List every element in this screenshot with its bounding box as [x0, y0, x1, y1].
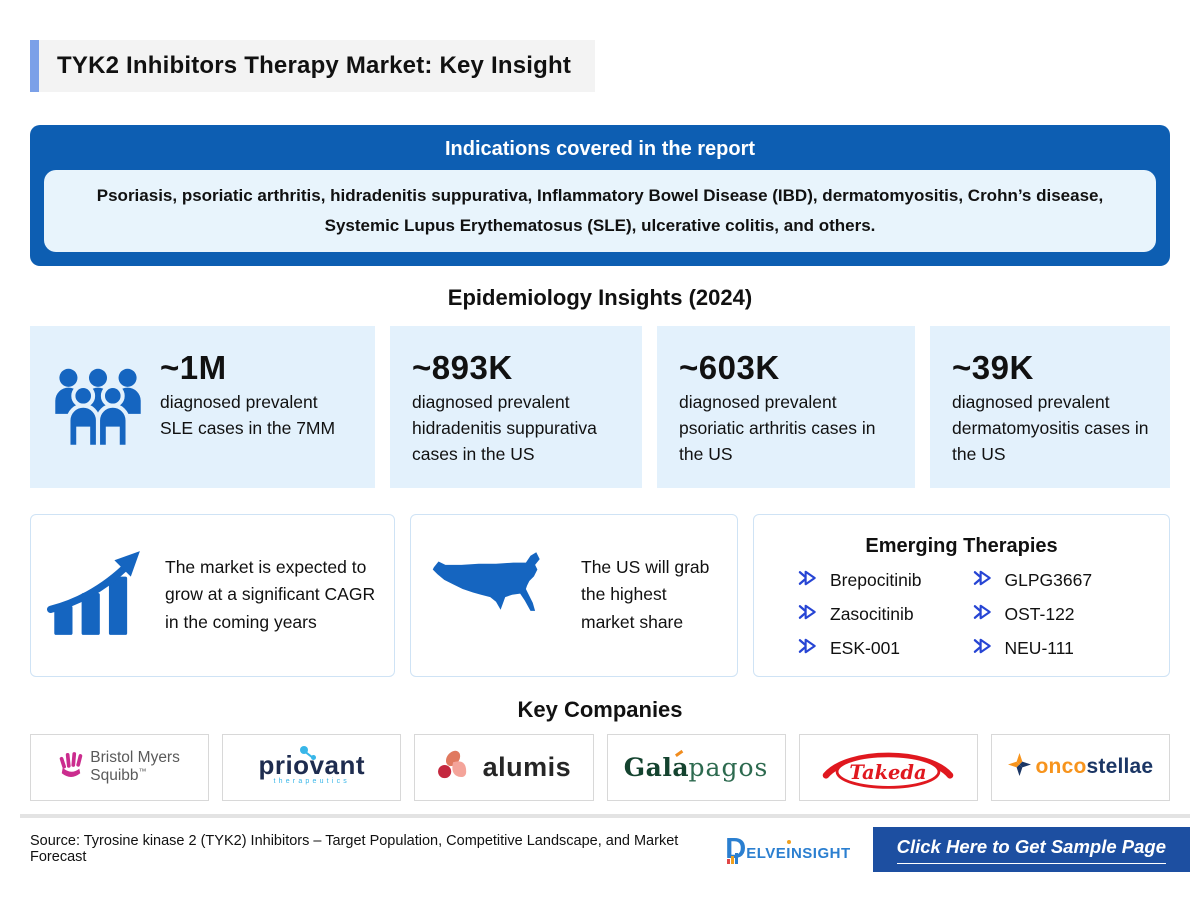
- bms-wordmark-line1: Bristol Myers: [90, 749, 180, 767]
- delveinsight-bars-icon: [727, 852, 738, 864]
- indications-panel: Indications covered in the report Psoria…: [30, 125, 1170, 266]
- epidemiology-cards: ~1M diagnosed prevalent SLE cases in the…: [30, 325, 1170, 488]
- priovant-wordmark: pri: [258, 749, 294, 780]
- therapy-name: Zasocitinib: [830, 603, 914, 624]
- logo-galapagos: Gala pagos: [606, 733, 786, 801]
- footer-divider: [20, 813, 1190, 818]
- therapy-name: Brepocitinib: [830, 569, 922, 590]
- indications-body: Psoriasis, psoriatic arthritis, hidraden…: [44, 170, 1156, 252]
- stat-card-text: ~39K diagnosed prevalent dermatomyositis…: [952, 348, 1150, 468]
- highlight-boxes: The market is expected to grow at a sign…: [30, 513, 1170, 677]
- stat-description: diagnosed prevalent dermatomyositis case…: [952, 391, 1149, 465]
- therapy-name: ESK-001: [830, 637, 901, 658]
- svg-text:Takeda: Takeda: [850, 761, 927, 784]
- footer: Source: Tyrosine kinase 2 (TYK2) Inhibit…: [30, 826, 1190, 872]
- stat-description: diagnosed prevalent SLE cases in the 7MM: [160, 391, 336, 439]
- key-companies-heading: Key Companies: [517, 696, 683, 722]
- stat-card-text: ~1M diagnosed prevalent SLE cases in the…: [160, 348, 355, 442]
- therapy-item: ESK-001: [798, 638, 963, 659]
- stat-card-dermatomyositis: ~39K diagnosed prevalent dermatomyositis…: [930, 325, 1170, 488]
- people-group-icon: [52, 366, 144, 457]
- emerging-therapies-box: Emerging Therapies Brepocitinib GLPG3667…: [753, 513, 1170, 677]
- chevron-bullet-icon: [973, 638, 994, 659]
- market-growth-text: The market is expected to grow at a sign…: [165, 557, 376, 632]
- alumis-petal-icon: [437, 750, 471, 785]
- therapy-item: Brepocitinib: [798, 570, 963, 591]
- oncostellae-star-icon: [1007, 753, 1031, 781]
- emerging-therapies-heading: Emerging Therapies: [865, 534, 1058, 557]
- logo-priovant: priovant therapeutics: [222, 733, 402, 801]
- chevron-bullet-icon: [973, 604, 994, 625]
- usa-map-icon: [427, 551, 565, 639]
- therapy-item: OST-122: [973, 604, 1138, 625]
- indications-header: Indications covered in the report: [444, 138, 756, 160]
- stat-value: ~603K: [679, 348, 780, 386]
- therapy-name: GLPG3667: [1004, 569, 1093, 590]
- stat-value: ~39K: [952, 348, 1034, 386]
- stat-value: ~893K: [412, 348, 513, 386]
- therapy-name: NEU-111: [1004, 637, 1074, 658]
- takeda-wordmark: Takeda: [822, 752, 954, 789]
- growth-chart-icon: [47, 549, 149, 642]
- bms-wordmark-line2: Squibb: [90, 767, 139, 785]
- logo-bristol-myers-squibb: Bristol Myers Squibb™: [30, 733, 210, 801]
- page-title: TYK2 Inhibitors Therapy Market: Key Insi…: [57, 52, 572, 79]
- therapy-name: OST-122: [1004, 603, 1075, 624]
- delveinsight-i-dot: [787, 839, 792, 844]
- company-logos-row: Bristol Myers Squibb™ priovant therapeut…: [30, 733, 1170, 801]
- get-sample-page-button[interactable]: Click Here to Get Sample Page: [872, 826, 1190, 872]
- alumis-wordmark: alumis: [482, 751, 572, 782]
- market-share-box: The US will grab the highest market shar…: [410, 513, 738, 677]
- oncostellae-wordmark: oncostellae: [1035, 755, 1154, 778]
- chevron-bullet-icon: [798, 638, 819, 659]
- bms-trademark: ™: [138, 766, 147, 776]
- stat-card-text: ~893K diagnosed prevalent hidradenitis s…: [412, 348, 622, 468]
- logo-alumis: alumis: [414, 733, 594, 801]
- delveinsight-logo: DELVEI NSIGHT: [725, 832, 851, 865]
- chevron-bullet-icon: [798, 604, 819, 625]
- priovant-subtext: therapeutics: [273, 777, 350, 785]
- bms-hand-icon: [59, 751, 83, 784]
- stat-card-hidradenitis: ~893K diagnosed prevalent hidradenitis s…: [390, 325, 642, 488]
- stat-description: diagnosed prevalent hidradenitis suppura…: [412, 391, 597, 465]
- market-share-text: The US will grab the highest market shar…: [581, 557, 710, 632]
- logo-takeda: Takeda: [798, 733, 978, 801]
- stat-card-text: ~603K diagnosed prevalent psoriatic arth…: [679, 348, 895, 468]
- stat-value: ~1M: [160, 348, 227, 386]
- stat-description: diagnosed prevalent psoriatic arthritis …: [679, 391, 876, 465]
- market-growth-box: The market is expected to grow at a sign…: [30, 513, 395, 677]
- stat-card-sle: ~1M diagnosed prevalent SLE cases in the…: [30, 325, 375, 488]
- galapagos-wordmark: Gala pagos: [624, 749, 769, 782]
- epidemiology-heading: Epidemiology Insights (2024): [447, 284, 753, 310]
- stat-card-psoriatic-arthritis: ~603K diagnosed prevalent psoriatic arth…: [657, 325, 915, 488]
- emerging-therapies-list: Brepocitinib GLPG3667 Zasocitinib OST-12…: [770, 570, 1153, 659]
- source-text: Source: Tyrosine kinase 2 (TYK2) Inhibit…: [30, 833, 679, 865]
- therapy-item: NEU-111: [973, 638, 1138, 659]
- chevron-bullet-icon: [973, 570, 994, 591]
- therapy-item: Zasocitinib: [798, 604, 963, 625]
- therapy-item: GLPG3667: [973, 570, 1138, 591]
- logo-oncostellae: oncostellae: [990, 733, 1170, 801]
- chevron-bullet-icon: [798, 570, 819, 591]
- page-title-bar: TYK2 Inhibitors Therapy Market: Key Insi…: [30, 40, 595, 92]
